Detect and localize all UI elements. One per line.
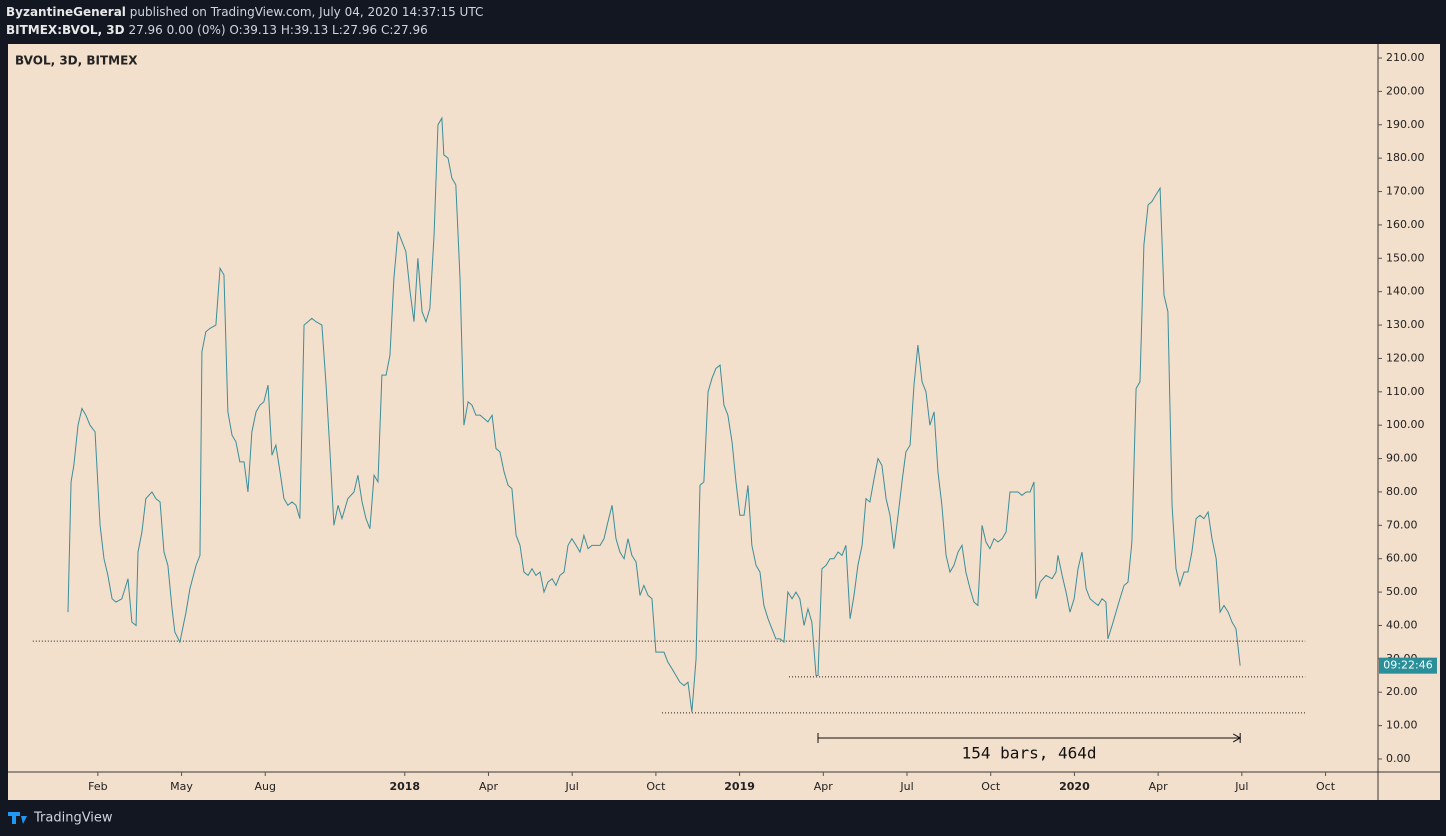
y-tick-label: 100.00 [1386, 418, 1425, 431]
y-tick-label: 0.00 [1386, 752, 1411, 765]
y-tick-label: 170.00 [1386, 185, 1425, 198]
brand-logo[interactable] [8, 812, 27, 824]
x-tick-label: Aug [255, 780, 276, 793]
countdown-label: 09:22:46 [1383, 659, 1432, 672]
x-tick-label: Oct [1316, 780, 1336, 793]
publish-line: ByzantineGeneral published on TradingVie… [6, 5, 483, 19]
y-tick-label: 210.00 [1386, 51, 1425, 64]
y-tick-label: 130.00 [1386, 318, 1425, 331]
chart-background [8, 44, 1440, 800]
measure-arrow [1232, 733, 1242, 743]
y-tick-label: 160.00 [1386, 218, 1425, 231]
y-tick-label: 190.00 [1386, 118, 1425, 131]
x-tick-label: Feb [88, 780, 107, 793]
x-tick-label: Oct [646, 780, 666, 793]
published: published on TradingView.com, July 04, 2… [129, 5, 484, 19]
y-tick-label: 60.00 [1386, 552, 1418, 565]
y-tick-label: 20.00 [1386, 685, 1418, 698]
y-tick-label: 140.00 [1386, 285, 1425, 298]
y-tick-label: 40.00 [1386, 618, 1418, 631]
brand-name[interactable]: TradingView [33, 811, 113, 826]
x-tick-label: May [170, 780, 193, 793]
quote-line: BITMEX:BVOL, 3D 27.96 0.00 (0%) O:39.13 … [6, 23, 428, 37]
x-tick-label: 2019 [724, 780, 755, 793]
y-tick-label: 200.00 [1386, 84, 1425, 97]
y-tick-label: 70.00 [1386, 518, 1418, 531]
y-tick-label: 150.00 [1386, 251, 1425, 264]
y-tick-label: 50.00 [1386, 585, 1418, 598]
x-tick-label: Jul [899, 780, 913, 793]
x-tick-label: Jul [565, 780, 579, 793]
x-tick-label: Apr [814, 780, 834, 793]
author[interactable]: ByzantineGeneral [6, 5, 126, 19]
y-tick-label: 90.00 [1386, 452, 1418, 465]
x-tick-label: Oct [981, 780, 1001, 793]
bvol-line [67, 116, 1241, 713]
quote: 27.96 0.00 (0%) O:39.13 H:39.13 L:27.96 … [128, 23, 428, 37]
symbol: BITMEX:BVOL, 3D [6, 23, 125, 37]
y-tick-label: 180.00 [1386, 151, 1425, 164]
y-tick-label: 10.00 [1386, 719, 1418, 732]
x-tick-label: Apr [1149, 780, 1169, 793]
y-tick-label: 120.00 [1386, 351, 1425, 364]
y-tick-label: 80.00 [1386, 485, 1418, 498]
x-tick-label: 2018 [389, 780, 420, 793]
measure-label: 154 bars, 464d [962, 743, 1097, 762]
x-tick-label: Apr [479, 780, 499, 793]
x-tick-label: 2020 [1059, 780, 1090, 793]
chart-title: BVOL, 3D, BITMEX [15, 54, 138, 68]
y-tick-label: 110.00 [1386, 385, 1425, 398]
brand[interactable]: TradingView [8, 811, 113, 826]
range-measure: 154 bars, 464d [817, 732, 1242, 762]
countdown-box [1379, 657, 1437, 674]
x-tick-label: Jul [1234, 780, 1248, 793]
